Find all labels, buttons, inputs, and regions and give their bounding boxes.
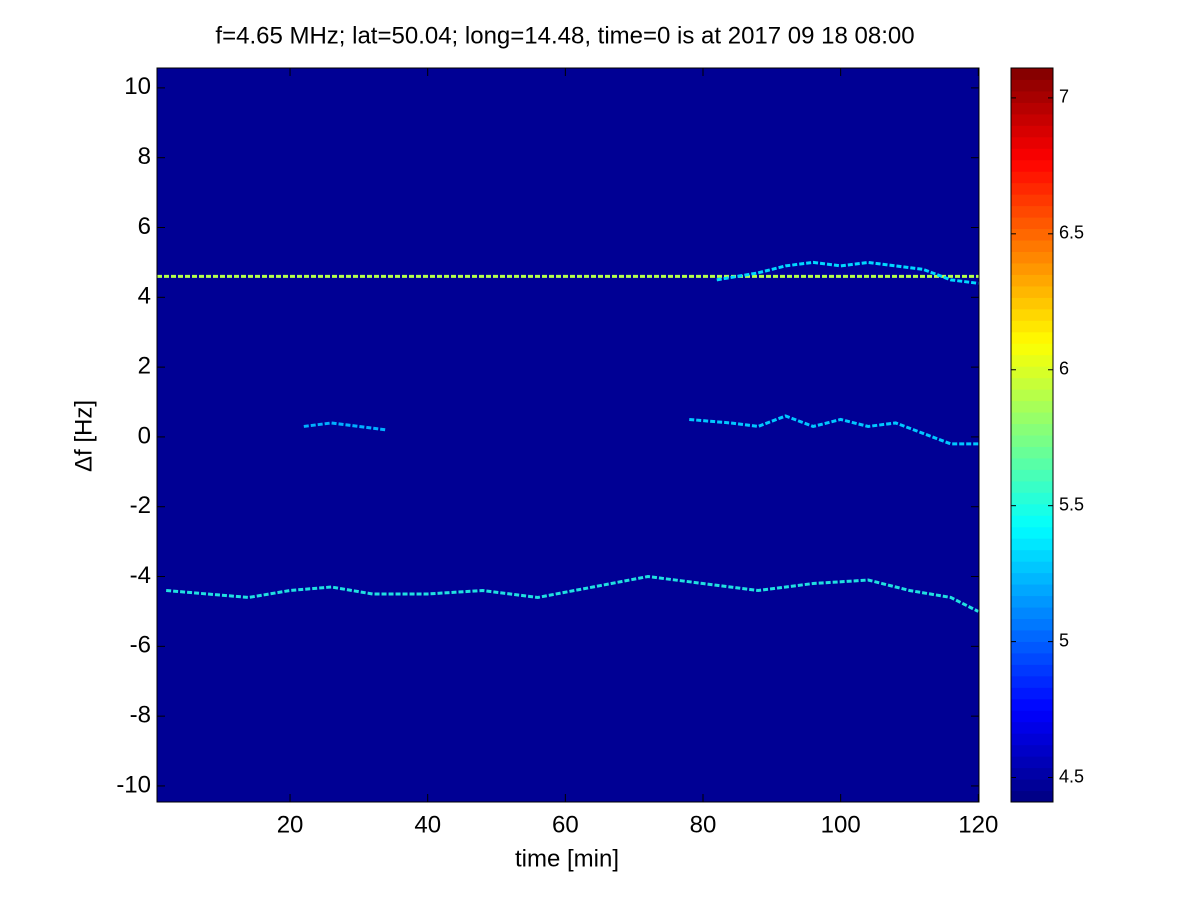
colorbar-segment xyxy=(1011,412,1053,425)
colorbar-segment xyxy=(1011,503,1053,516)
y-tick-label: 8 xyxy=(138,143,151,170)
trace xyxy=(716,260,979,285)
colorbar-segment xyxy=(1011,744,1053,757)
colorbar-tick-label: 5 xyxy=(1059,630,1069,650)
colorbar-segment xyxy=(1011,90,1053,103)
y-tick-label: -6 xyxy=(130,632,151,659)
colorbar-segment xyxy=(1011,102,1053,115)
colorbar-segment xyxy=(1011,366,1053,379)
colorbar-segment xyxy=(1011,159,1053,172)
plot-frame xyxy=(156,67,980,803)
colorbar-segment xyxy=(1011,205,1053,218)
colorbar-segment xyxy=(1011,240,1053,252)
colorbar-segment xyxy=(1011,629,1053,642)
y-axis-label: Δf [Hz] xyxy=(70,400,97,472)
colorbar-segment xyxy=(1011,733,1053,746)
colorbar-segment xyxy=(1011,561,1053,574)
colorbar-tick-label: 5.5 xyxy=(1059,494,1084,514)
y-tick-label: 6 xyxy=(138,213,151,240)
colorbar-tick-label: 6.5 xyxy=(1059,223,1084,243)
colorbar-segment xyxy=(1011,664,1053,677)
colorbar-segment xyxy=(1011,756,1053,769)
colorbar-segment xyxy=(1011,113,1053,126)
colorbar-tick-label: 7 xyxy=(1059,87,1069,107)
y-tick-label: -2 xyxy=(130,492,151,519)
y-tick-label: 0 xyxy=(138,422,151,449)
colorbar-segment xyxy=(1011,572,1053,585)
colorbar-segment xyxy=(1011,469,1053,482)
x-axis-label: time [min] xyxy=(515,845,619,872)
colorbar-segment xyxy=(1011,767,1053,780)
colorbar-segment xyxy=(1011,400,1053,413)
colorbar-segment xyxy=(1011,538,1053,551)
colorbar-segment xyxy=(1011,652,1053,665)
colorbar-segment xyxy=(1011,549,1053,562)
x-tick-label: 60 xyxy=(552,811,579,838)
colorbar-tick-label: 4.5 xyxy=(1059,766,1084,786)
colorbar-segment xyxy=(1011,607,1053,619)
colorbar-segment xyxy=(1011,308,1053,321)
colorbar-segment xyxy=(1011,675,1053,688)
y-tick-label: 2 xyxy=(138,352,151,379)
colorbar-segment xyxy=(1011,285,1053,298)
x-tick-label: 120 xyxy=(958,811,998,838)
colorbar-segment xyxy=(1011,584,1053,597)
colorbar-segment xyxy=(1011,182,1053,195)
colorbar-segment xyxy=(1011,515,1053,528)
colorbar-segment xyxy=(1011,331,1053,344)
y-tick-label: -10 xyxy=(116,771,151,798)
colorbar-segment xyxy=(1011,228,1053,241)
colorbar-segment xyxy=(1011,171,1053,184)
colorbar-segment xyxy=(1011,435,1053,447)
colorbar-segment xyxy=(1011,480,1053,493)
colorbar-segment xyxy=(1011,779,1053,792)
colorbar-segment xyxy=(1011,423,1053,436)
colorbar-segment xyxy=(1011,297,1053,310)
y-tick-label: -8 xyxy=(130,701,151,728)
colorbar-segment xyxy=(1011,217,1053,230)
colorbar-segment xyxy=(1011,377,1053,390)
colorbar-segment xyxy=(1011,389,1053,402)
colorbar-segment xyxy=(1011,526,1053,539)
chart-title: f=4.65 MHz; lat=50.04; long=14.48, time=… xyxy=(215,22,914,49)
colorbar-segment xyxy=(1011,641,1053,654)
y-tick-label: 10 xyxy=(124,73,151,100)
trace xyxy=(689,414,979,446)
colorbar-segment xyxy=(1011,343,1053,356)
colorbar-segment xyxy=(1011,457,1053,470)
x-tick-label: 100 xyxy=(821,811,861,838)
colorbar-segment xyxy=(1011,595,1053,608)
colorbar-segment xyxy=(1011,79,1053,92)
plot-background xyxy=(157,68,979,802)
colorbar-segment xyxy=(1011,262,1053,275)
colorbar-segment xyxy=(1011,148,1053,161)
colorbar-segment xyxy=(1011,790,1053,803)
colorbar-segment xyxy=(1011,274,1053,287)
colorbar-segment xyxy=(1011,710,1053,723)
colorbar-tick-label: 6 xyxy=(1059,359,1069,379)
colorbar-segment xyxy=(1011,251,1053,264)
colorbar-segment xyxy=(1011,354,1053,367)
colorbar-segment xyxy=(1011,446,1053,459)
colorbar-segment xyxy=(1011,687,1053,700)
colorbar-segment xyxy=(1011,721,1053,734)
colorbar-segment xyxy=(1011,320,1053,333)
colorbar-segment xyxy=(1011,492,1053,505)
colorbar-segment xyxy=(1011,618,1053,631)
y-tick-label: -4 xyxy=(130,562,151,589)
colorbar-segment xyxy=(1011,194,1053,207)
colorbar-segment xyxy=(1011,136,1053,149)
trace xyxy=(166,575,979,613)
x-tick-label: 80 xyxy=(690,811,717,838)
colorbar-segment xyxy=(1011,68,1053,80)
y-tick-label: 4 xyxy=(138,283,151,310)
colorbar-segment xyxy=(1011,698,1053,711)
colorbar-segment xyxy=(1011,125,1053,138)
colorbar-frame xyxy=(1010,67,1054,803)
x-tick-label: 40 xyxy=(414,811,441,838)
x-tick-label: 20 xyxy=(277,811,304,838)
